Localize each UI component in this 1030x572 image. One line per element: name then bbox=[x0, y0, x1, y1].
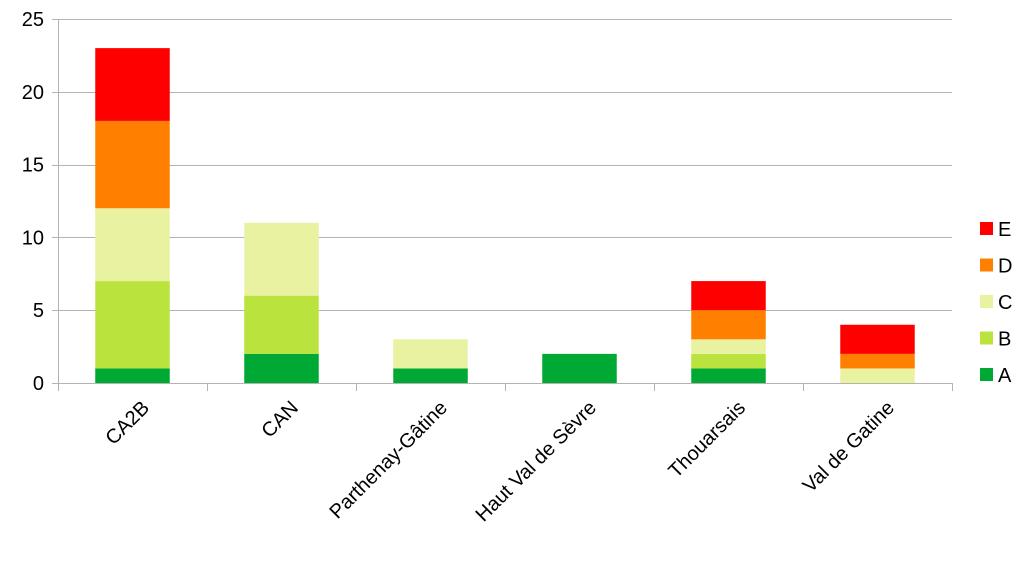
bar-segment-e-4 bbox=[691, 281, 766, 311]
x-category-label: Haut Val de Sèvre bbox=[472, 397, 601, 526]
x-category-label: Val de Gatine bbox=[799, 397, 899, 497]
legend-swatch-b bbox=[980, 331, 993, 345]
bar-segment-c-5 bbox=[840, 368, 915, 383]
bar-segment-c-1 bbox=[244, 222, 319, 296]
bar-segment-b-4 bbox=[691, 353, 766, 369]
bar-segment-a-4 bbox=[691, 368, 766, 383]
bar-segment-d-0 bbox=[95, 120, 170, 209]
y-tick-label: 10 bbox=[22, 227, 44, 249]
bar-segment-b-1 bbox=[244, 295, 319, 354]
bar-segment-a-3 bbox=[542, 353, 617, 383]
x-category-label: Thouarsais bbox=[664, 397, 750, 483]
y-tick-label: 20 bbox=[22, 82, 44, 104]
y-tick-label: 0 bbox=[33, 373, 44, 395]
axes bbox=[52, 19, 953, 391]
bar-segment-c-0 bbox=[95, 208, 170, 282]
legend-label-b: B bbox=[998, 329, 1011, 351]
bar-segment-a-1 bbox=[244, 353, 319, 383]
y-tick-label: 5 bbox=[33, 300, 44, 322]
bar-segment-d-5 bbox=[840, 353, 915, 369]
bars bbox=[95, 48, 915, 383]
legend-swatch-d bbox=[980, 258, 993, 272]
legend-swatch-c bbox=[980, 295, 993, 308]
x-tick-labels: CA2B CAN Parthenay-Gâtine Haut Val de Sèvre… bbox=[101, 397, 899, 526]
legend-label-d: D bbox=[998, 256, 1012, 278]
bar-segment-c-2 bbox=[393, 339, 468, 369]
x-category-label: CA2B bbox=[101, 397, 154, 450]
bar-segment-d-4 bbox=[691, 310, 766, 340]
y-tick-label: 15 bbox=[22, 155, 44, 177]
legend-swatch-e bbox=[980, 222, 993, 235]
y-tick-label: 25 bbox=[22, 9, 44, 31]
y-tick-labels: 0 5 10 15 20 25 bbox=[22, 9, 44, 395]
legend-label-c: C bbox=[998, 292, 1012, 314]
x-category-label: Parthenay-Gâtine bbox=[326, 397, 452, 523]
legend-label-a: A bbox=[998, 365, 1012, 387]
bar-segment-e-0 bbox=[95, 48, 170, 121]
legend-swatch-a bbox=[980, 368, 993, 381]
gridlines bbox=[58, 19, 952, 384]
legend-label-e: E bbox=[998, 219, 1011, 241]
bar-segment-b-0 bbox=[95, 281, 170, 369]
bar-segment-a-2 bbox=[393, 368, 468, 383]
x-category-label: CAN bbox=[258, 397, 303, 442]
bar-segment-a-0 bbox=[95, 368, 170, 383]
bar-segment-e-5 bbox=[840, 324, 915, 354]
bar-segment-c-4 bbox=[691, 339, 766, 354]
